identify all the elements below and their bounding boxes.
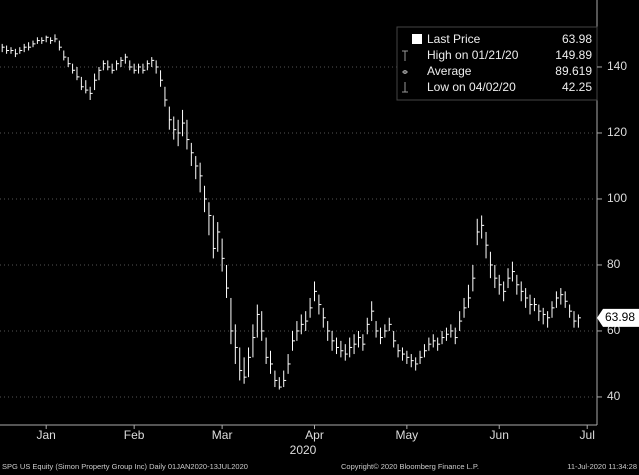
footer-left: SPG US Equity (Simon Property Group Inc)… — [2, 462, 248, 471]
legend-value: 63.98 — [562, 32, 592, 46]
y-tick-label: 80 — [607, 257, 621, 271]
legend-value: 149.89 — [555, 48, 592, 62]
legend-icons — [402, 50, 408, 93]
y-tick-label: 120 — [607, 125, 627, 139]
legend-label: Last Price — [427, 32, 481, 46]
x-tick-label: Feb — [124, 428, 145, 442]
legend-value: 42.25 — [562, 80, 592, 94]
x-tick-label: Apr — [305, 428, 324, 442]
legend-box — [396, 26, 598, 101]
x-tick-label: May — [396, 428, 419, 442]
legend-value: 89.619 — [555, 64, 592, 78]
x-tick-label: Mar — [212, 428, 233, 442]
legend-label: Low on 04/02/20 — [427, 80, 516, 94]
legend-label: Average — [427, 64, 472, 78]
plot — [0, 34, 596, 398]
last-price-label: 63.98 — [605, 310, 635, 324]
y-tick-label: 40 — [607, 389, 621, 403]
last-price-marker — [597, 308, 639, 327]
x-tick-label: Jul — [580, 428, 595, 442]
legend-label: High on 01/21/20 — [427, 48, 519, 62]
x-tick-label: Jun — [490, 428, 509, 442]
footer-time: 11-Jul-2020 11:34:28 — [567, 462, 637, 471]
year-label: 2020 — [290, 443, 317, 457]
footer-copyright: Copyright© 2020 Bloomberg Finance L.P. — [341, 462, 479, 471]
legend-swatch — [412, 34, 422, 44]
y-tick-label: 140 — [607, 59, 627, 73]
x-tick-label: Jan — [37, 428, 56, 442]
y-tick-label: 100 — [607, 191, 627, 205]
